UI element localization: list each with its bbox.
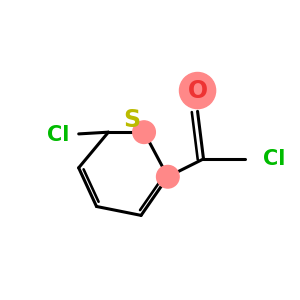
Circle shape xyxy=(179,73,216,109)
Circle shape xyxy=(157,166,179,188)
Circle shape xyxy=(133,121,155,143)
Text: S: S xyxy=(124,108,141,132)
Text: Cl: Cl xyxy=(47,125,69,145)
Text: Cl: Cl xyxy=(263,149,285,169)
Text: O: O xyxy=(188,79,208,103)
